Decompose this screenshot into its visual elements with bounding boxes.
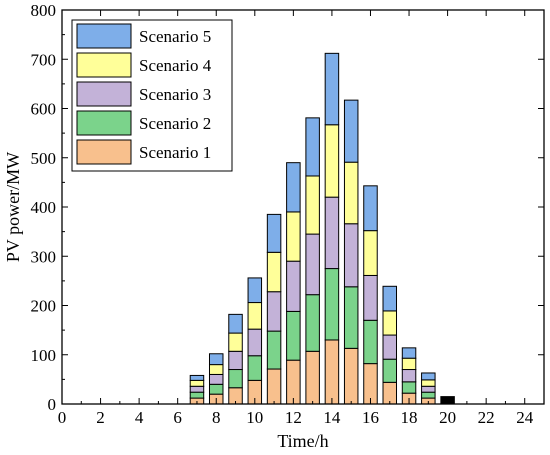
bar-segment [401, 357, 417, 371]
bar-segment [247, 302, 263, 330]
bar-segment [401, 369, 417, 383]
bar-segment [324, 339, 340, 405]
x-tick-label: 6 [173, 408, 182, 427]
bar-segment [286, 211, 301, 262]
legend-label: Scenario 4 [139, 56, 212, 75]
bar-segment [286, 310, 301, 361]
x-tick-label: 4 [135, 408, 144, 427]
bar-segment [305, 294, 320, 352]
bar-segment [401, 347, 417, 359]
y-tick-label: 0 [48, 395, 57, 414]
legend-label: Scenario 3 [139, 85, 211, 104]
bar-segment [266, 291, 282, 332]
bar-segment [363, 319, 378, 365]
bar-segment [343, 286, 359, 349]
bar-segment [228, 350, 243, 371]
bar-segment [382, 334, 398, 360]
legend-swatch [76, 110, 132, 136]
bar-segment [363, 230, 378, 276]
x-tick-label: 2 [96, 408, 105, 427]
bar-segment [228, 313, 243, 334]
x-tick-label: 18 [401, 408, 418, 427]
bar-segment [382, 285, 398, 312]
x-tick-label: 10 [246, 408, 263, 427]
bar-segment [305, 350, 320, 405]
bar-segment [266, 251, 282, 293]
bar-segment [421, 372, 436, 381]
bar-segment [363, 185, 378, 232]
bar-segment [208, 373, 224, 385]
bar-segment [324, 52, 340, 126]
y-axis-title: PV power/MW [3, 152, 23, 262]
bar-segment [382, 381, 398, 405]
bar-segment [208, 383, 224, 395]
bar-segment [343, 161, 359, 225]
y-tick-label: 400 [31, 198, 57, 217]
bar-segment [228, 332, 243, 352]
x-tick-label: 8 [212, 408, 221, 427]
bar-segment [208, 364, 224, 375]
bar-segment [343, 99, 359, 163]
legend-label: Scenario 5 [139, 27, 211, 46]
bar-segment [324, 196, 340, 270]
x-tick-label: 16 [362, 408, 379, 427]
bar-segment [189, 374, 205, 381]
bar-segment [421, 391, 436, 399]
bar-segment [421, 385, 436, 393]
x-tick-label: 24 [516, 408, 534, 427]
y-tick-label: 300 [31, 247, 57, 266]
bar-segment [189, 385, 205, 393]
bar-segment [382, 310, 398, 336]
legend: Scenario 5 Scenario 4 Scenario 3 Scenario 2… [71, 19, 233, 172]
bar-segment [266, 330, 282, 370]
legend-label: Scenario 2 [139, 114, 211, 133]
y-tick-label: 800 [31, 1, 57, 20]
bar-segment [363, 363, 378, 405]
x-tick-label: 14 [323, 408, 341, 427]
bar-segment [266, 368, 282, 405]
bar-segment [401, 381, 417, 394]
bar-segment [247, 355, 263, 381]
x-tick-label: 22 [478, 408, 495, 427]
x-tick-label: 20 [439, 408, 456, 427]
bar-segment [382, 358, 398, 383]
bar-segment [228, 369, 243, 389]
x-axis-title: Time/h [277, 431, 328, 451]
legend-label: Scenario 1 [139, 143, 211, 162]
y-tick-label: 500 [31, 149, 57, 168]
bar-segment [324, 124, 340, 198]
x-tick-label: 0 [58, 408, 67, 427]
bar-segment [363, 274, 378, 321]
y-tick-label: 600 [31, 100, 57, 119]
bar-segment [286, 359, 301, 405]
bars-layer [189, 52, 455, 405]
bar-segment [247, 277, 263, 304]
y-tick-label: 700 [31, 50, 57, 69]
bar-segment [324, 268, 340, 341]
bar-segment [189, 391, 205, 399]
x-tick-label: 12 [285, 408, 302, 427]
bar-segment [305, 175, 320, 235]
bar-segment [208, 353, 224, 366]
bar-segment [343, 223, 359, 288]
bar-segment [247, 328, 263, 357]
legend-swatch [76, 23, 132, 49]
y-tick-label: 100 [31, 346, 57, 365]
bar-segment [305, 117, 320, 177]
bar-segment [305, 233, 320, 296]
legend-swatch [76, 139, 132, 165]
legend-swatch [76, 52, 132, 78]
legend-swatch [76, 81, 132, 107]
y-tick-label: 200 [31, 297, 57, 316]
ticks-layer: 0 2 4 6 8 10 12 14 16 18 20 22 240100200300400500600… [31, 1, 544, 427]
bar-segment [286, 260, 301, 312]
bar-segment [343, 347, 359, 405]
bar-segment [286, 162, 301, 213]
bar-segment [189, 379, 205, 387]
bar-segment [266, 213, 282, 253]
bar-segment [421, 379, 436, 387]
